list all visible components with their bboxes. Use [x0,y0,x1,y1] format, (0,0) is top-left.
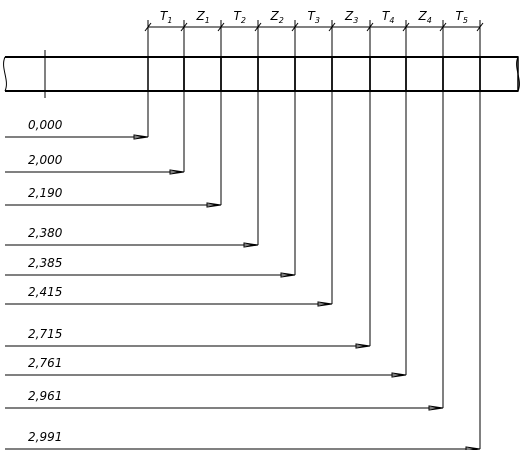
hatched-section [147,56,185,92]
arrowhead [243,242,259,248]
dimension-label: 2,991 [28,430,62,444]
dimension-label: 2,715 [28,327,62,341]
hatched-section [294,56,333,92]
interval-label: Z2 [270,9,284,25]
interval-letter: T [160,9,169,23]
interval-letter: Z [344,9,354,23]
arrowhead [355,343,371,349]
interval-index: 1 [167,16,172,25]
arrowhead [280,272,296,278]
hatched-section [442,56,481,92]
interval-letter: T [456,9,465,23]
interval-letter: T [308,9,317,23]
arrowhead [133,134,149,140]
dimension-label: 2,761 [28,356,62,370]
interval-letter: Z [418,9,428,23]
arrowhead [169,169,185,175]
arrowhead [428,405,444,411]
interval-letter: T [234,9,243,23]
interval-label: T5 [456,9,468,25]
dimension-label: 2,380 [28,226,63,240]
interval-index: 5 [463,16,468,25]
interval-label: T4 [382,9,394,25]
hatched-section [369,56,407,92]
interval-label: T3 [308,9,320,25]
interval-label: T1 [160,9,172,25]
arrowhead [391,372,407,378]
interval-index: 4 [389,16,394,25]
section [183,56,222,92]
interval-letter: Z [270,9,280,23]
dimension-label: 2,415 [28,285,62,299]
hatched-section [479,56,519,92]
arrowhead [465,446,481,450]
interval-index: 3 [353,16,358,25]
interval-index: 2 [279,16,284,25]
interval-label: T2 [234,9,246,25]
interval-index: 2 [241,16,246,25]
arrowhead [206,202,222,208]
dimension-label: 0,000 [28,118,63,132]
workpiece [3,50,520,98]
interval-index: 4 [427,16,432,25]
interval-label: Z4 [418,9,432,25]
dimension-label: 2,385 [28,256,62,270]
dimension-label: 2,961 [28,389,62,403]
interval-index: 3 [315,16,320,25]
interval-letter: Z [196,9,206,23]
interval-letter: T [382,9,391,23]
hatched-section [220,56,259,92]
interval-label: Z3 [344,9,358,25]
dimension-label: 2,000 [28,153,63,167]
interval-index: 1 [205,16,210,25]
section [405,56,444,92]
section [331,56,371,92]
interval-label: Z1 [196,9,210,25]
arrowhead [317,301,333,307]
section [257,56,296,92]
dimension-label: 2,190 [28,186,63,200]
